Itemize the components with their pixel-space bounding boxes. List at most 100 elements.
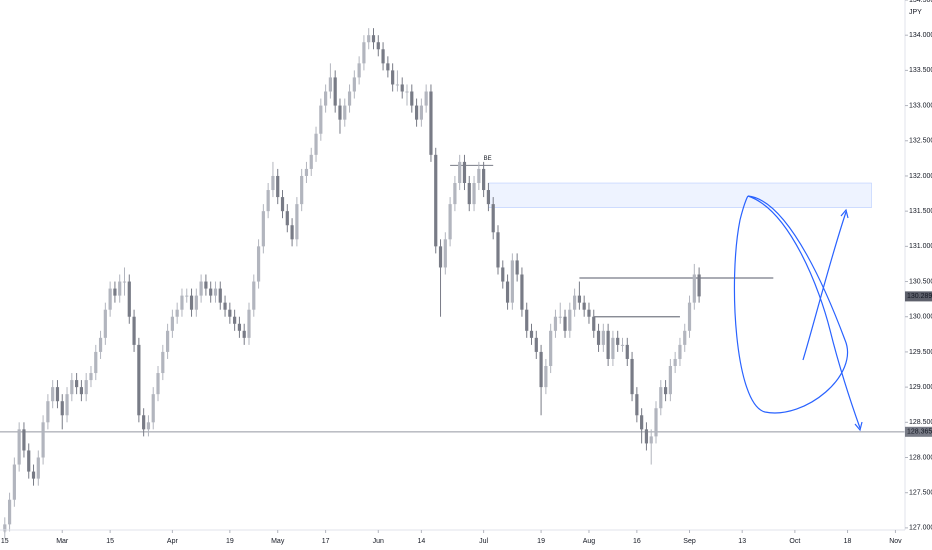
candle-body: [137, 344, 141, 416]
y-tick-label: 134.000: [909, 32, 932, 39]
candle-body: [683, 330, 687, 345]
x-tick-label: Jun: [373, 538, 384, 545]
candle-body: [256, 246, 261, 282]
candle-body: [233, 316, 237, 324]
price-label-box: [905, 426, 932, 437]
candle-body: [218, 288, 222, 303]
candle-body: [27, 450, 31, 472]
candle-body: [51, 387, 55, 402]
candle-body: [118, 281, 122, 296]
candle-body: [673, 358, 677, 367]
candle-body: [410, 91, 414, 106]
candle-body: [496, 232, 500, 268]
candle-body: [199, 281, 203, 296]
x-tick-label: Jul: [479, 538, 488, 545]
candle-body: [280, 197, 285, 212]
candle-body: [606, 330, 610, 359]
candle-body: [94, 351, 98, 374]
candle-body: [165, 330, 170, 352]
candle-body: [3, 524, 7, 532]
candle-body: [127, 281, 131, 317]
candle-body: [65, 394, 69, 416]
y-tick-label: 129.500: [909, 349, 932, 356]
arrow-head: [854, 421, 863, 432]
candle-body: [194, 295, 198, 310]
candle-body: [491, 204, 495, 233]
x-tick-label: 15: [106, 538, 114, 545]
candle-body: [7, 499, 12, 525]
candle-body: [266, 190, 270, 212]
candle-body: [46, 401, 50, 423]
candle-body: [544, 366, 548, 388]
candle-body: [290, 225, 294, 240]
candle-body: [70, 380, 74, 395]
candle-body: [247, 309, 251, 338]
candle-body: [668, 366, 672, 395]
y-tick-label: 127.000: [909, 525, 932, 532]
price-label-box: [905, 291, 932, 302]
candle-body: [309, 154, 313, 169]
candle-body: [616, 337, 620, 345]
candle-body: [563, 316, 567, 331]
candle-body: [357, 63, 361, 78]
candle-body: [587, 309, 591, 317]
candle-body: [98, 337, 103, 352]
candle-body: [520, 274, 524, 310]
x-tick-label: Oct: [789, 538, 800, 545]
candle-body: [84, 380, 88, 395]
candle-body: [391, 70, 395, 85]
arrow-head: [840, 208, 849, 219]
candle-body: [223, 302, 227, 310]
candle-body: [477, 168, 481, 184]
candle-body: [271, 175, 275, 191]
candle-body: [362, 42, 366, 64]
candle-body: [467, 183, 471, 205]
candle-body: [419, 105, 423, 120]
price-label: 130.289: [907, 293, 932, 300]
candle-body: [295, 204, 299, 240]
candle-body: [687, 302, 692, 331]
candle-body: [314, 133, 318, 155]
candle-body: [630, 358, 634, 395]
candle-body: [132, 316, 136, 345]
candle-body: [635, 394, 639, 416]
y-tick-label: 133.000: [909, 102, 932, 109]
candle-body: [376, 42, 380, 50]
candle-body: [692, 274, 696, 303]
candle-body: [319, 105, 323, 134]
x-tick-label: 17: [322, 538, 330, 545]
candle-body: [333, 77, 337, 106]
candle-body: [486, 190, 491, 205]
candle-body: [678, 344, 682, 359]
candle-body: [189, 295, 194, 310]
drawings: [733, 195, 863, 432]
candle-body: [142, 415, 146, 430]
candle-body: [180, 295, 184, 310]
candle-body: [448, 204, 452, 240]
candle-body: [510, 260, 514, 303]
candle-body: [108, 288, 112, 310]
candle-body: [644, 429, 649, 444]
candle-body: [60, 401, 64, 416]
be-label: BE: [484, 156, 492, 162]
candle-body: [458, 161, 462, 184]
candle-body: [285, 211, 289, 226]
candle-body: [620, 344, 625, 346]
candle-body: [367, 35, 371, 43]
candle-body: [36, 457, 40, 479]
candle-body: [424, 91, 428, 106]
candle-body: [573, 295, 577, 310]
candle-body: [482, 168, 486, 191]
candle-body: [304, 168, 309, 176]
candle-body: [525, 309, 529, 331]
candle-body: [462, 161, 467, 184]
plot-area: BE: [0, 28, 905, 539]
candle-body: [228, 309, 232, 317]
candle-body: [649, 436, 653, 444]
candle-body: [22, 429, 26, 451]
candle-body: [539, 351, 543, 388]
x-tick-label: Aug: [583, 538, 596, 545]
